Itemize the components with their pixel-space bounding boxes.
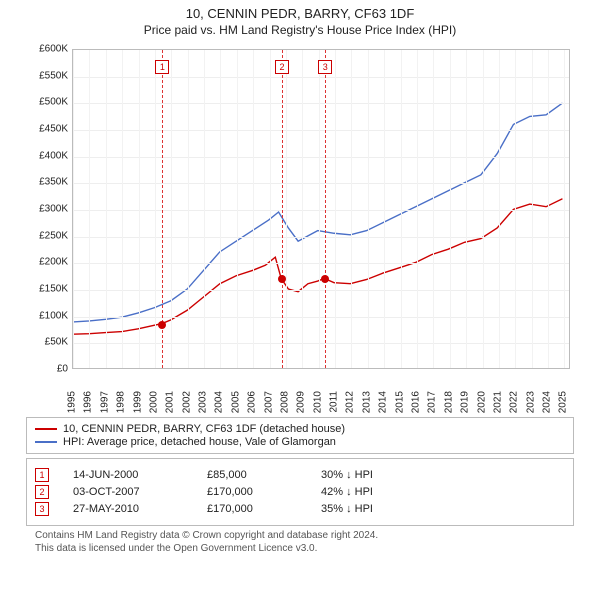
x-axis-label: 2018 [443,391,454,413]
legend-swatch [35,428,57,430]
x-axis-label: 2013 [361,391,372,413]
x-axis-label: 2004 [214,391,225,413]
chart-area: 1 2 3 £0 £50K £100K £150K £200K £250K £300K £350K… [20,43,580,413]
event-price: £85,000 [207,469,297,481]
event-row: 3 27-MAY-2010 £170,000 35% ↓ HPI [35,502,565,516]
event-marker-2: 2 [275,60,289,74]
event-marker: 1 [35,468,49,482]
event-date: 14-JUN-2000 [73,469,183,481]
event-row: 1 14-JUN-2000 £85,000 30% ↓ HPI [35,468,565,482]
y-axis-label: £350K [22,177,68,188]
x-axis-label: 2024 [542,391,553,413]
x-axis-label: 2022 [509,391,520,413]
y-axis-label: £0 [22,364,68,375]
event-dot [278,275,286,283]
event-row: 2 03-OCT-2007 £170,000 42% ↓ HPI [35,485,565,499]
event-marker: 3 [35,502,49,516]
footnote-2: This data is licensed under the Open Gov… [35,543,565,554]
event-marker-1: 1 [155,60,169,74]
x-axis-label: 2011 [329,391,340,413]
y-axis-label: £200K [22,257,68,268]
y-axis-label: £600K [22,44,68,55]
event-marker: 2 [35,485,49,499]
x-axis-label: 2001 [165,391,176,413]
x-axis-label: 1997 [99,391,110,413]
y-axis-label: £150K [22,284,68,295]
legend-swatch [35,441,57,443]
footnote-1: Contains HM Land Registry data © Crown c… [35,530,565,541]
legend-box: 10, CENNIN PEDR, BARRY, CF63 1DF (detach… [26,417,574,454]
x-axis-label: 2025 [558,391,569,413]
x-axis-label: 1998 [116,391,127,413]
events-table: 1 14-JUN-2000 £85,000 30% ↓ HPI 2 03-OCT-2007… [26,458,574,526]
chart-subtitle: Price paid vs. HM Land Registry's House … [0,23,600,37]
event-line [282,50,283,368]
legend-label: HPI: Average price, detached house, Vale… [63,436,336,448]
event-marker-3: 3 [318,60,332,74]
event-line [325,50,326,368]
x-axis-label: 2012 [345,391,356,413]
chart-title: 10, CENNIN PEDR, BARRY, CF63 1DF [0,6,600,21]
plot-area: 1 2 3 [72,49,570,369]
x-axis-label: 2014 [378,391,389,413]
y-axis-label: £250K [22,230,68,241]
x-axis-label: 2006 [247,391,258,413]
x-axis-label: 2007 [263,391,274,413]
legend-label: 10, CENNIN PEDR, BARRY, CF63 1DF (detach… [63,423,345,435]
x-axis-label: 2015 [394,391,405,413]
x-axis-label: 2019 [460,391,471,413]
y-axis-label: £400K [22,150,68,161]
x-axis-label: 2002 [181,391,192,413]
x-axis-label: 2009 [296,391,307,413]
x-axis-label: 2003 [198,391,209,413]
x-axis-label: 2000 [148,391,159,413]
x-axis-label: 1995 [67,391,78,413]
x-axis-label: 2005 [230,391,241,413]
event-date: 27-MAY-2010 [73,503,183,515]
y-axis-label: £300K [22,204,68,215]
x-axis-label: 2020 [476,391,487,413]
y-axis-label: £100K [22,310,68,321]
event-dot [321,275,329,283]
x-axis-label: 1996 [83,391,94,413]
event-delta: 30% ↓ HPI [321,469,373,481]
x-axis-label: 2017 [427,391,438,413]
y-axis-label: £450K [22,124,68,135]
x-axis-label: 2010 [312,391,323,413]
series-property [73,199,562,334]
event-date: 03-OCT-2007 [73,486,183,498]
x-axis-label: 1999 [132,391,143,413]
y-axis-label: £550K [22,70,68,81]
x-axis-label: 2016 [411,391,422,413]
event-delta: 35% ↓ HPI [321,503,373,515]
event-price: £170,000 [207,503,297,515]
y-axis-label: £500K [22,97,68,108]
legend-row: HPI: Average price, detached house, Vale… [35,436,565,448]
y-axis-label: £50K [22,337,68,348]
event-dot [158,321,166,329]
event-price: £170,000 [207,486,297,498]
event-delta: 42% ↓ HPI [321,486,373,498]
x-axis-label: 2021 [492,391,503,413]
legend-row: 10, CENNIN PEDR, BARRY, CF63 1DF (detach… [35,423,565,435]
x-axis-label: 2023 [525,391,536,413]
x-axis-label: 2008 [279,391,290,413]
